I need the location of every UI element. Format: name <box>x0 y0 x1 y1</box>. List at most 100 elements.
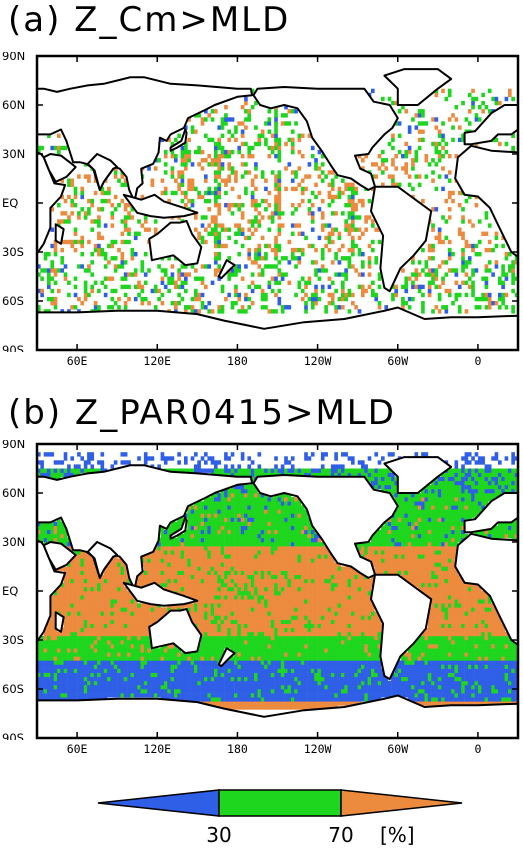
ocean-cell <box>200 558 205 563</box>
ocean-cell <box>140 668 145 673</box>
ocean-cell <box>314 260 318 265</box>
ocean-cell <box>123 660 128 665</box>
ocean-cell <box>444 235 449 241</box>
ocean-cell <box>150 607 155 612</box>
ocean-cell <box>431 141 435 147</box>
ocean-cell <box>73 276 78 281</box>
ocean-cell <box>187 652 191 657</box>
ocean-cell <box>184 203 188 208</box>
ocean-cell <box>37 680 41 686</box>
ocean-cell <box>254 680 258 686</box>
ocean-cell <box>174 570 178 575</box>
ocean-cell <box>287 239 292 245</box>
ocean-cell <box>224 701 228 706</box>
ocean-cell <box>240 684 245 690</box>
ocean-cell <box>227 468 232 473</box>
ocean-cell <box>127 203 131 208</box>
ocean-cell <box>320 247 325 253</box>
ocean-cell <box>97 615 101 620</box>
ocean-cell <box>284 525 288 531</box>
ocean-cell <box>117 586 121 592</box>
ocean-cell <box>200 292 205 298</box>
ocean-cell <box>47 689 51 694</box>
ocean-cell <box>217 137 222 143</box>
ocean-cell <box>194 521 198 526</box>
ocean-cell <box>200 697 205 702</box>
ocean-cell <box>240 578 245 584</box>
ocean-cell <box>70 586 75 592</box>
ocean-cell <box>294 586 298 592</box>
ocean-cell <box>70 211 75 216</box>
ocean-cell <box>160 301 165 306</box>
ocean-cell <box>184 288 188 294</box>
ocean-cell <box>204 566 208 571</box>
ocean-cell <box>227 574 232 580</box>
ocean-cell <box>264 648 268 653</box>
ocean-cell <box>127 611 131 616</box>
ocean-cell <box>60 194 65 200</box>
ocean-cell <box>244 672 248 678</box>
ocean-cell <box>177 186 181 192</box>
ocean-cell <box>217 521 222 526</box>
ocean-cell <box>100 186 105 192</box>
ocean-cell <box>197 607 201 612</box>
ocean-cell <box>110 256 115 261</box>
ocean-cell <box>197 562 201 567</box>
ocean-cell <box>113 611 118 616</box>
ocean-cell <box>204 689 208 694</box>
ocean-cell <box>93 652 98 657</box>
ocean-cell <box>254 627 258 633</box>
ocean-cell <box>140 627 145 633</box>
ocean-cell <box>140 640 145 645</box>
ocean-cell <box>280 505 285 510</box>
ocean-cell <box>424 264 429 269</box>
ocean-cell <box>200 554 205 559</box>
ocean-cell <box>190 529 195 535</box>
ocean-cell <box>130 660 135 665</box>
ocean-cell <box>227 501 232 506</box>
ocean-cell <box>307 133 312 138</box>
ocean-cell <box>230 615 235 620</box>
ocean-cell <box>341 178 345 183</box>
ocean-cell <box>277 684 282 690</box>
ocean-cell <box>107 562 111 567</box>
ocean-cell <box>97 668 101 673</box>
ocean-cell <box>287 513 292 518</box>
panel-a-title: (a) Z_Cm>MLD <box>8 0 291 40</box>
ocean-cell <box>257 578 262 584</box>
ocean-cell <box>247 247 252 253</box>
ocean-cell <box>280 611 285 616</box>
ocean-cell <box>100 595 105 600</box>
ocean-cell <box>150 558 155 563</box>
ocean-cell <box>247 525 252 531</box>
ocean-cell <box>351 182 355 187</box>
ocean-cell <box>287 517 292 522</box>
ocean-cell <box>87 211 91 216</box>
ocean-cell <box>120 562 125 567</box>
ocean-cell <box>167 680 171 686</box>
ocean-cell <box>371 247 375 253</box>
ocean-cell <box>100 607 105 612</box>
ocean-cell <box>123 566 128 571</box>
ocean-cell <box>204 603 208 608</box>
ocean-cell <box>214 693 218 698</box>
ocean-cell <box>143 578 148 584</box>
ocean-cell <box>50 227 55 232</box>
ocean-cell <box>274 186 278 192</box>
ocean-cell <box>170 582 175 588</box>
ocean-cell <box>174 558 178 563</box>
ocean-cell <box>297 256 302 261</box>
ocean-cell <box>180 158 185 163</box>
ocean-cell <box>267 574 272 580</box>
ocean-cell <box>257 219 262 224</box>
ocean-cell <box>230 525 235 531</box>
ocean-cell <box>237 207 242 212</box>
ocean-cell <box>147 619 151 624</box>
ocean-cell <box>63 574 68 580</box>
ocean-cell <box>120 607 125 612</box>
ocean-cell <box>157 562 161 567</box>
ocean-cell <box>237 611 242 616</box>
ocean-cell <box>123 631 128 637</box>
ocean-cell <box>287 542 292 547</box>
ocean-cell <box>330 260 335 265</box>
